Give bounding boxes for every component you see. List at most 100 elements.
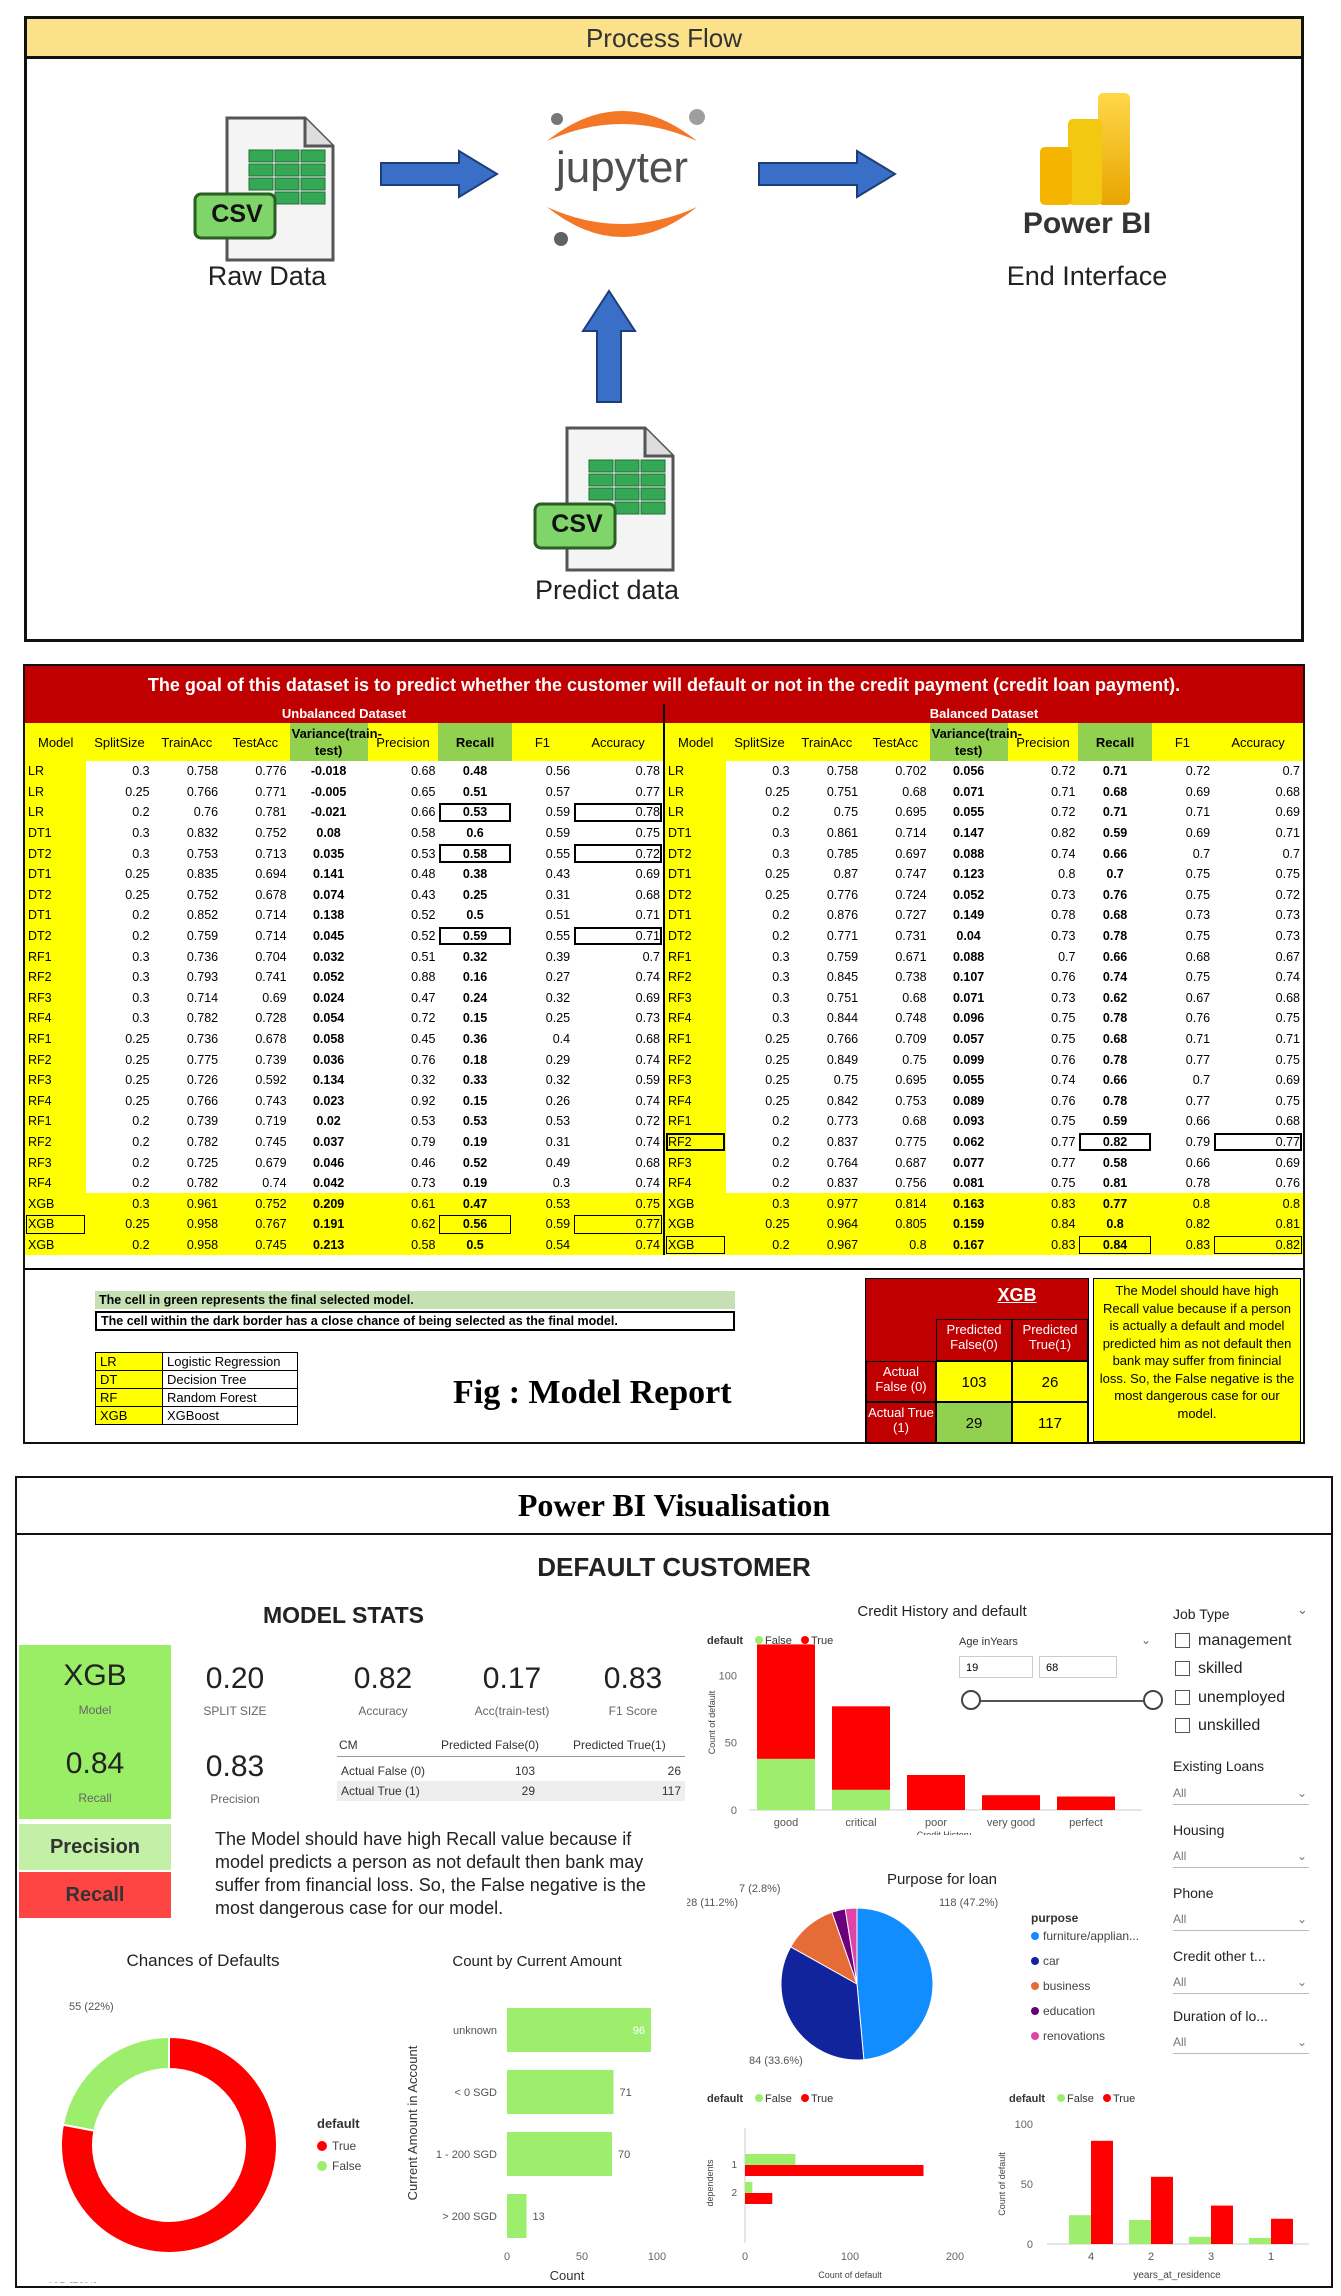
- table-row: DT2 0.25 0.752 0.678 0.074 0.43 0.25 0.31 0.68: [25, 884, 663, 906]
- table-row: RF2 0.2 0.782 0.745 0.037 0.79 0.19 0.31 0.74: [25, 1131, 663, 1153]
- table-cell: 0.8: [1151, 1193, 1214, 1215]
- balanced-title: Balanced Dataset: [665, 704, 1303, 723]
- existing-loans-dropdown[interactable]: All ⌄: [1173, 1782, 1309, 1805]
- x-tick-label: 0: [504, 2251, 510, 2263]
- table-cell: 0.3: [132, 949, 150, 964]
- job-checkbox-management[interactable]: management: [1175, 1632, 1291, 1650]
- table-cell: 0.3: [772, 826, 790, 841]
- cm-row: Actual True (1) 29 117: [337, 1781, 685, 1801]
- legend-true-marker: [1103, 2094, 1111, 2102]
- cm-header-cell: Predicted False(0): [441, 1738, 540, 1752]
- y-tick-label: > 200 SGD: [442, 2211, 497, 2223]
- column-header: F1: [1151, 723, 1214, 761]
- table-cell: 0.74: [635, 1134, 660, 1149]
- table-cell: 0.2: [132, 1155, 150, 1170]
- table-row: RF2 0.25 0.775 0.739 0.036 0.76 0.18 0.29 0.74: [25, 1049, 663, 1070]
- cm-cell: 29: [521, 1784, 535, 1798]
- x-tick-label: poor: [925, 1817, 947, 1829]
- chevron-down-icon[interactable]: ⌄: [1141, 1633, 1152, 1647]
- table-cell: RF3: [25, 1152, 87, 1173]
- table-cell: 0.72: [1051, 764, 1076, 779]
- data-label: 71: [620, 2087, 632, 2099]
- table-cell: 0.73: [1051, 887, 1076, 902]
- phone-dropdown[interactable]: All ⌄: [1173, 1908, 1309, 1931]
- precision-button[interactable]: Precision: [19, 1824, 171, 1870]
- table-cell: 0.69: [1185, 826, 1211, 841]
- age-slider-max-handle[interactable]: [1143, 1690, 1163, 1710]
- bar-false: [1069, 2215, 1091, 2244]
- data-label: 70: [618, 2149, 630, 2161]
- x-tick-label: 2: [1148, 2251, 1154, 2263]
- table-cell: 0.76: [1102, 887, 1128, 902]
- bar: [507, 2008, 651, 2052]
- legend-false-marker: [1057, 2094, 1065, 2102]
- table-cell: 0.3: [726, 1193, 793, 1215]
- table-row: RF3 0.3 0.714 0.69 0.024 0.47 0.24 0.32 0.69: [25, 987, 663, 1009]
- accuracy-value: 0.82: [353, 1662, 413, 1695]
- cm-header-cell: CM: [339, 1738, 358, 1752]
- table-row: RF3 0.2 0.764 0.687 0.077 0.77 0.58 0.66 0.69: [665, 1152, 1303, 1173]
- table-cell: RF2: [25, 966, 87, 988]
- recall-label: Recall: [78, 1791, 112, 1805]
- table-cell: 0.79: [1185, 1134, 1211, 1149]
- chevron-down-icon[interactable]: ⌄: [1297, 1602, 1308, 1617]
- table-row: RF3 0.2 0.725 0.679 0.046 0.46 0.52 0.49 0.68: [25, 1152, 663, 1173]
- chevron-down-icon: ⌄: [1296, 1975, 1307, 1989]
- table-cell: 0.045: [312, 929, 345, 944]
- table-row: DT2 0.2 0.771 0.731 0.04 0.73 0.78 0.75 0.73: [665, 925, 1303, 947]
- table-cell: 0.743: [255, 1093, 287, 1108]
- y-tick-label: < 0 SGD: [455, 2087, 498, 2099]
- chart-title: Credit History and default: [857, 1603, 1027, 1620]
- chart-title: Purpose for loan: [887, 1871, 997, 1888]
- job-checkbox-skilled[interactable]: skilled: [1175, 1660, 1242, 1678]
- table-cell: 0.77: [1185, 1093, 1211, 1108]
- table-cell: 0.032: [312, 949, 345, 964]
- job-checkbox-unemployed[interactable]: unemployed: [1175, 1689, 1285, 1707]
- table-cell: 0.713: [255, 846, 287, 861]
- table-cell: 0.51: [545, 908, 571, 923]
- bar-true: [757, 1644, 815, 1759]
- table-cell: 0.25: [545, 1011, 571, 1026]
- table-cell: 0.8: [1058, 867, 1076, 882]
- cm-row: Actual False (0) 103 26: [337, 1761, 685, 1781]
- table-cell: 0.759: [826, 949, 859, 964]
- age-slider-min-handle[interactable]: [961, 1690, 981, 1710]
- x-axis-label: Count: [550, 2268, 585, 2283]
- table-cell: 0.77: [1051, 1155, 1076, 1170]
- table-cell: RF1: [25, 1028, 87, 1050]
- bar-true: [1151, 2176, 1173, 2244]
- table-cell: 0.02: [316, 1114, 341, 1129]
- f1-score-value: 0.83: [603, 1662, 663, 1695]
- table-cell: 0.25: [765, 1032, 790, 1047]
- table-cell: RF4: [665, 1172, 727, 1194]
- phone-title: Phone: [1173, 1885, 1214, 1901]
- recall-button[interactable]: Recall: [19, 1872, 171, 1918]
- table-cell: 0.2: [132, 1114, 150, 1129]
- table-cell: 0.678: [255, 887, 287, 902]
- duration-dropdown[interactable]: All ⌄: [1173, 2031, 1309, 2054]
- credit-other-dropdown[interactable]: All ⌄: [1173, 1971, 1309, 1994]
- age-min-input[interactable]: 19: [959, 1656, 1033, 1678]
- x-axis-label: Count of default: [818, 2270, 882, 2280]
- table-row: DT1 0.25 0.87 0.747 0.123 0.8 0.7 0.75 0.75: [665, 863, 1303, 885]
- job-checkbox-unskilled[interactable]: unskilled: [1175, 1717, 1260, 1735]
- column-header: Model: [25, 723, 87, 761]
- housing-dropdown[interactable]: All ⌄: [1173, 1845, 1309, 1868]
- table-cell: 0.26: [545, 1093, 571, 1108]
- column-header: Model: [665, 723, 727, 761]
- table-cell: 0.727: [895, 908, 927, 923]
- age-max-input[interactable]: 68: [1039, 1656, 1117, 1678]
- table-cell: 0.58: [367, 1234, 439, 1256]
- table-cell: 0.69: [635, 990, 660, 1005]
- table-cell: 0.82: [1078, 1132, 1151, 1153]
- table-cell: 0.758: [826, 764, 859, 779]
- predict-data-label: Predict data: [534, 575, 680, 605]
- table-cell: 0.782: [186, 1011, 219, 1026]
- table-cell: 0.75: [1051, 1011, 1076, 1026]
- table-cell: RF2: [25, 1131, 87, 1153]
- abbreviation-row: LR Logistic Regression: [95, 1352, 298, 1371]
- table-cell: 0.753: [895, 1093, 927, 1108]
- abbreviation-row: RF Random Forest: [95, 1388, 298, 1407]
- csv-label: CSV: [211, 200, 263, 228]
- table-cell: 0.59: [1102, 1114, 1128, 1129]
